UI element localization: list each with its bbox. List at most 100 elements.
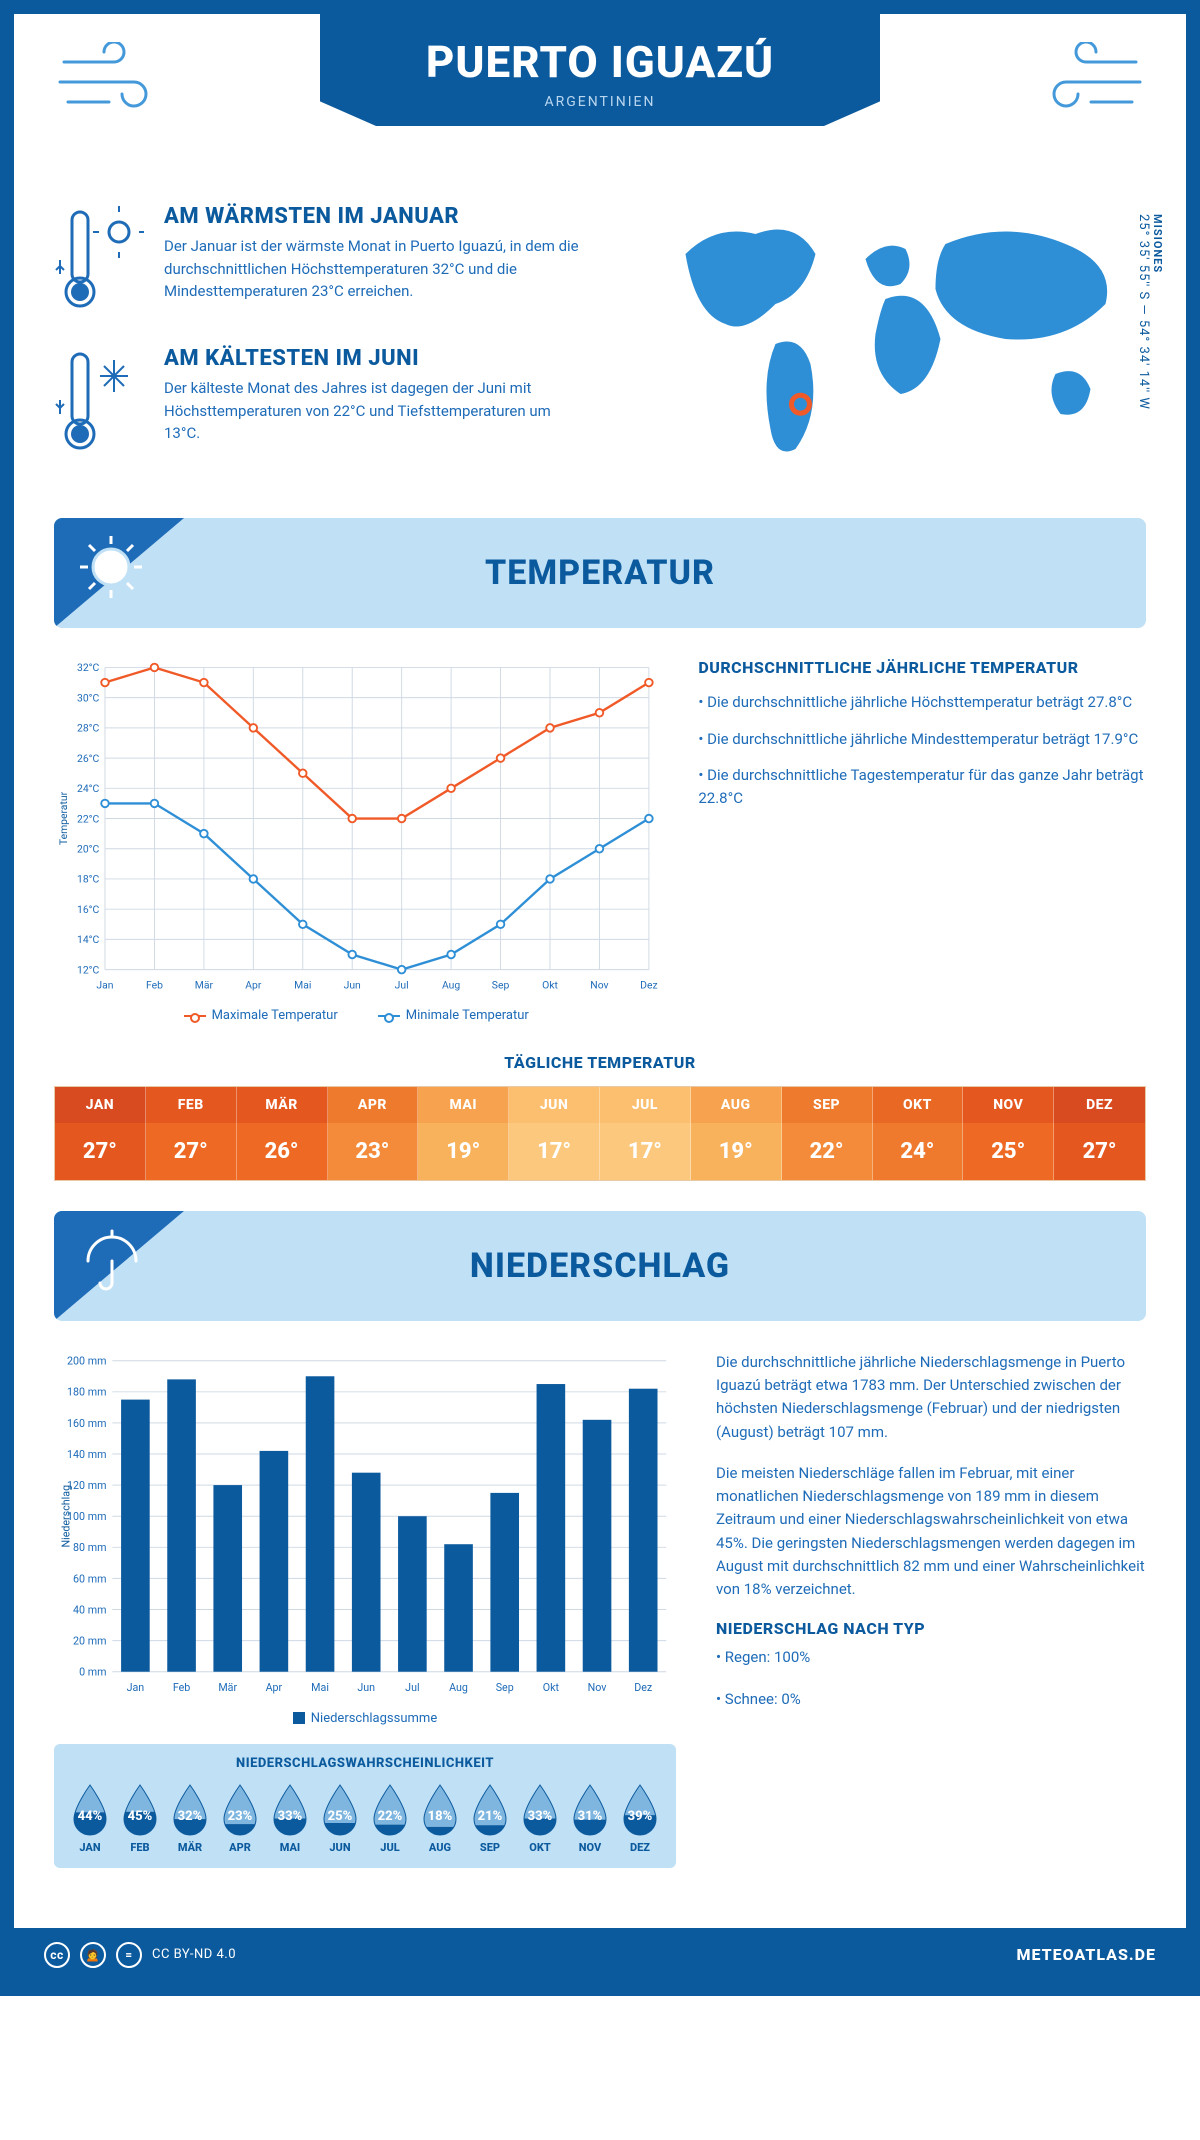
svg-text:Mär: Mär — [195, 978, 214, 991]
probability-drop: 18% AUG — [418, 1781, 462, 1854]
probability-drop: 32% MÄR — [168, 1781, 212, 1854]
fact-cold-text: Der kälteste Monat des Jahres ist dagege… — [164, 377, 584, 445]
svg-text:Okt: Okt — [542, 978, 558, 991]
svg-text:28°C: 28°C — [77, 722, 100, 735]
table-cell: 24° — [873, 1123, 964, 1180]
table-header: MAI — [418, 1087, 509, 1123]
probability-drop: 25% JUN — [318, 1781, 362, 1854]
umbrella-icon — [76, 1225, 146, 1299]
svg-text:Sep: Sep — [492, 978, 510, 991]
svg-text:Jun: Jun — [344, 978, 361, 991]
probability-drop: 31% NOV — [568, 1781, 612, 1854]
temperature-summary: DURCHSCHNITTLICHE JÄHRLICHE TEMPERATUR •… — [698, 658, 1146, 1023]
svg-text:Feb: Feb — [146, 978, 163, 991]
svg-text:Temperatur: Temperatur — [57, 791, 70, 845]
svg-text:60 mm: 60 mm — [73, 1572, 106, 1585]
svg-text:20 mm: 20 mm — [73, 1634, 106, 1647]
precip-description: Die durchschnittliche jährliche Niedersc… — [716, 1351, 1146, 1868]
svg-text:120 mm: 120 mm — [67, 1479, 106, 1492]
svg-text:Aug: Aug — [449, 1681, 468, 1694]
country-label: ARGENTINIEN — [320, 94, 880, 110]
world-map: MISIONES25° 35' 55'' S — 54° 34' 14'' W — [645, 204, 1146, 488]
svg-text:Niederschlag: Niederschlag — [60, 1485, 73, 1548]
probability-drop: 44% JAN — [68, 1781, 112, 1854]
svg-text:14°C: 14°C — [77, 933, 100, 946]
table-header: MÄR — [237, 1087, 328, 1123]
svg-text:26°C: 26°C — [77, 752, 100, 765]
fact-warm-text: Der Januar ist der wärmste Monat in Puer… — [164, 235, 584, 303]
temp-info-bullet: • Die durchschnittliche jährliche Höchst… — [698, 691, 1146, 714]
svg-text:Jan: Jan — [127, 1681, 145, 1694]
footer: cc 🙍 = CC BY-ND 4.0 METEOATLAS.DE — [14, 1928, 1186, 1982]
table-header: FEB — [146, 1087, 237, 1123]
probability-drop: 23% APR — [218, 1781, 262, 1854]
fact-cold-title: AM KÄLTESTEN IM JUNI — [164, 346, 584, 371]
probability-drop: 22% JUL — [368, 1781, 412, 1854]
prob-title: NIEDERSCHLAGSWAHRSCHEINLICHKEIT — [68, 1756, 662, 1771]
svg-text:100 mm: 100 mm — [67, 1510, 106, 1523]
table-header: APR — [328, 1087, 419, 1123]
svg-text:30°C: 30°C — [77, 691, 100, 704]
table-header: DEZ — [1054, 1087, 1145, 1123]
temp-info-bullet: • Die durchschnittliche jährliche Mindes… — [698, 728, 1146, 751]
svg-text:24°C: 24°C — [77, 782, 100, 795]
probability-drop: 45% FEB — [118, 1781, 162, 1854]
svg-text:200 mm: 200 mm — [67, 1355, 106, 1368]
svg-text:Mai: Mai — [294, 978, 311, 991]
wind-icon — [1036, 42, 1146, 126]
section-title: NIEDERSCHLAG — [470, 1246, 730, 1286]
probability-drop: 21% SEP — [468, 1781, 512, 1854]
table-cell: 27° — [146, 1123, 237, 1180]
daily-temp-title: TÄGLICHE TEMPERATUR — [54, 1053, 1146, 1072]
svg-text:Apr: Apr — [266, 1681, 283, 1694]
table-cell: 17° — [509, 1123, 600, 1180]
daily-temp-table: JANFEBMÄRAPRMAIJUNJULAUGSEPOKTNOVDEZ27°2… — [54, 1086, 1146, 1181]
svg-text:Jan: Jan — [96, 978, 113, 991]
svg-text:Feb: Feb — [173, 1681, 190, 1694]
table-cell: 27° — [55, 1123, 146, 1180]
svg-text:18°C: 18°C — [77, 873, 100, 886]
fact-coldest: AM KÄLTESTEN IM JUNI Der kälteste Monat … — [54, 346, 605, 460]
precip-type-line: • Regen: 100% — [716, 1646, 1146, 1669]
location-title: PUERTO IGUAZÚ — [320, 36, 880, 88]
cc-icon: cc — [44, 1942, 70, 1968]
svg-text:40 mm: 40 mm — [73, 1603, 106, 1616]
svg-text:0 mm: 0 mm — [79, 1666, 106, 1679]
wind-icon — [54, 42, 164, 126]
table-header: JUL — [600, 1087, 691, 1123]
svg-text:Dez: Dez — [634, 1681, 652, 1694]
thermometer-snow-icon — [54, 346, 144, 460]
by-icon: 🙍 — [80, 1942, 106, 1968]
license-label: cc 🙍 = CC BY-ND 4.0 — [44, 1942, 236, 1968]
table-header: SEP — [782, 1087, 873, 1123]
svg-text:Mär: Mär — [218, 1681, 237, 1694]
table-header: AUG — [691, 1087, 782, 1123]
svg-text:Mai: Mai — [311, 1681, 329, 1694]
table-cell: 26° — [237, 1123, 328, 1180]
coordinates-label: MISIONES25° 35' 55'' S — 54° 34' 14'' W — [1136, 214, 1164, 410]
table-cell: 19° — [418, 1123, 509, 1180]
chart-legend: Niederschlagssumme — [54, 1711, 676, 1726]
precip-type-heading: NIEDERSCHLAG NACH TYP — [716, 1619, 1146, 1638]
svg-text:Apr: Apr — [245, 978, 262, 991]
svg-text:Jun: Jun — [357, 1681, 375, 1694]
section-title: TEMPERATUR — [485, 553, 715, 593]
temp-info-heading: DURCHSCHNITTLICHE JÄHRLICHE TEMPERATUR — [698, 658, 1146, 677]
svg-text:Aug: Aug — [442, 978, 460, 991]
table-cell: 22° — [782, 1123, 873, 1180]
table-header: OKT — [873, 1087, 964, 1123]
svg-text:12°C: 12°C — [77, 963, 100, 976]
svg-text:Sep: Sep — [496, 1681, 514, 1694]
table-cell: 27° — [1054, 1123, 1145, 1180]
svg-text:16°C: 16°C — [77, 903, 100, 916]
table-header: JUN — [509, 1087, 600, 1123]
title-banner: PUERTO IGUAZÚ ARGENTINIEN — [320, 14, 880, 126]
table-cell: 19° — [691, 1123, 782, 1180]
svg-text:20°C: 20°C — [77, 843, 100, 856]
precip-probability-panel: NIEDERSCHLAGSWAHRSCHEINLICHKEIT 44% JAN — [54, 1744, 676, 1868]
svg-text:140 mm: 140 mm — [67, 1448, 106, 1461]
table-header: NOV — [963, 1087, 1054, 1123]
precipitation-bar-chart: 0 mm20 mm40 mm60 mm80 mm100 mm120 mm140 … — [54, 1351, 676, 1726]
svg-text:180 mm: 180 mm — [67, 1386, 106, 1399]
svg-text:160 mm: 160 mm — [67, 1417, 106, 1430]
